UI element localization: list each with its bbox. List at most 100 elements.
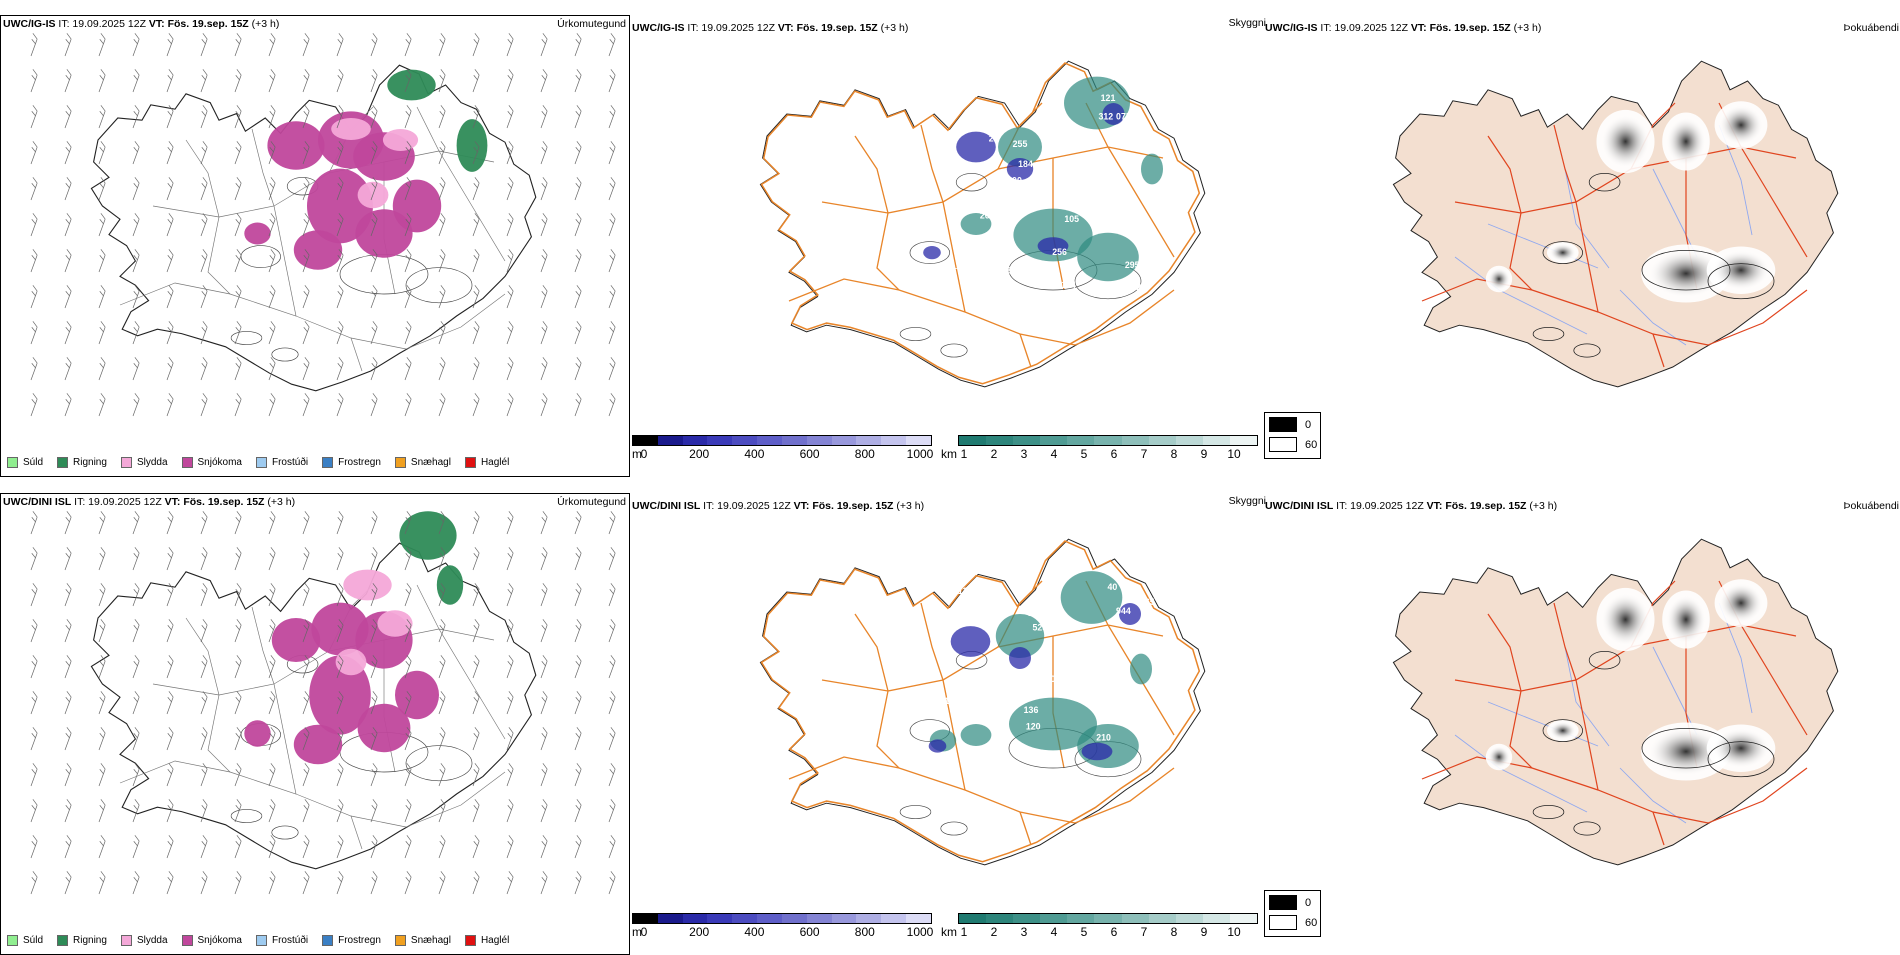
road [416, 106, 440, 152]
road [207, 694, 231, 773]
legend-item: Rigning [57, 935, 107, 946]
legend-swatch [120, 457, 132, 468]
visibility-m-colorbar: 0 200 400 600 800 1000 [632, 435, 933, 461]
ring-road [760, 62, 1201, 385]
rain-area [436, 565, 464, 605]
fog-index-area [1648, 249, 1724, 298]
visibility-km-colorbar: 1 2 3 4 5 6 7 8 9 10 [958, 435, 1258, 461]
legend-label: Snjókoma [197, 457, 242, 468]
visibility-value-label: 38 [1057, 190, 1067, 200]
glacier-outline [230, 809, 263, 823]
snow-area [293, 230, 343, 270]
colorbar-cell [1229, 436, 1258, 445]
fog-index-area [1719, 105, 1763, 145]
visibility-title: Skyggni [1228, 17, 1266, 29]
panel-title: UWC/IG-IS IT: 19.09.2025 12Z VT: Fös. 19… [1265, 22, 1542, 34]
colorbar-tick-label: 5 [1080, 447, 1088, 461]
glacier-outline [271, 347, 299, 362]
road [273, 205, 297, 317]
fog-legend-item: 60 [1269, 437, 1317, 452]
fog-index-area [1601, 115, 1650, 168]
visibility-value-label: 15 [892, 707, 902, 717]
visibility-value-label: 24 [1028, 608, 1038, 618]
legend-item: Haglél [464, 457, 509, 468]
colorbar-cell [906, 914, 931, 923]
visibility-value-label: 075 [1116, 112, 1131, 122]
colorbar-cell [1040, 914, 1068, 923]
visibility-map: 12 21 255 180 184 100 960 38 26 105 256 118 34 118 134… [759, 60, 1206, 388]
colorbar-cell [1148, 436, 1176, 445]
visibility-value-label: 210 [1096, 733, 1111, 743]
visibility-value-label: 184 [1018, 159, 1033, 169]
road [1575, 679, 1599, 791]
colorbar-tick-label: 5 [1080, 925, 1088, 939]
colorbar-tick-label: 3 [1020, 447, 1028, 461]
snow-area [311, 602, 369, 656]
colorbar-tick-label: 200 [689, 925, 710, 939]
visibility-title: Skyggni [1228, 495, 1266, 507]
legend-label: Frostregn [338, 935, 381, 946]
legend-swatch [394, 457, 406, 468]
visibility-value-label: 21 [989, 134, 999, 144]
colorbar-tick-label: 9 [1200, 925, 1208, 939]
visibility-m-area [1102, 103, 1125, 125]
road [876, 690, 900, 769]
fog-legend-swatch [1269, 417, 1297, 432]
colorbar-cell [959, 436, 987, 445]
colorbar-tick-label: 6 [1110, 447, 1118, 461]
colorbar-cell [986, 914, 1014, 923]
colorbar-cell [633, 914, 658, 923]
sleet-area [377, 610, 413, 637]
panel-title: UWC/IG-IS IT: 19.09.2025 12Z VT: Fös. 19… [632, 22, 909, 34]
fog-legend-swatch [1269, 437, 1297, 452]
colorbar-cell [1148, 914, 1176, 923]
visibility-value-label: 207 [1016, 584, 1031, 594]
legend-item: Súld [7, 457, 43, 468]
visibility-km-area [998, 127, 1042, 167]
colorbar-cell [831, 914, 857, 923]
road [1740, 624, 1808, 736]
fog-index-area [1666, 595, 1706, 644]
legend-swatch [181, 935, 193, 946]
precip-type-title: Úrkomutegund [557, 496, 626, 508]
fog-index-area [1648, 727, 1724, 776]
glacier-outline [405, 267, 473, 304]
visibility-value-label: 40 [1131, 110, 1141, 120]
colorbar-tick-label: 4 [1050, 925, 1058, 939]
snow-area [307, 168, 373, 244]
visibility-value-label: 149 [944, 696, 959, 706]
colorbar-tick-label: 600 [799, 447, 820, 461]
legend-swatch [322, 457, 334, 468]
glacier-outline [1588, 173, 1621, 192]
rain-area [387, 69, 436, 101]
road [854, 613, 889, 692]
legend-item: Haglél [464, 935, 509, 946]
snow-area [395, 670, 439, 720]
visibility-m-area [1006, 158, 1034, 180]
road [1487, 613, 1522, 692]
glacier-outline [230, 331, 263, 345]
glacier-outline [240, 245, 281, 268]
legend-item: Frostregn [322, 457, 381, 468]
glacier-outline [899, 327, 932, 341]
visibility-value-label: 85 [1048, 608, 1058, 618]
precip-legend: Súld Rigning Slydda Snjókoma Frostúði Frostre… [7, 457, 509, 468]
visibility-value-label: 312 [1098, 112, 1113, 122]
colorbar-tick-label: 800 [854, 447, 875, 461]
legend-item: Frostúði [255, 935, 308, 946]
legend-item: Snæhagl [394, 935, 451, 946]
legend-label: Frostregn [338, 457, 381, 468]
colorbar-cell [881, 914, 907, 923]
road [251, 128, 275, 207]
visibility-value-label: 40 [1108, 582, 1118, 592]
colorbar-tick-label: 10 [1227, 925, 1241, 939]
snow-area [357, 703, 411, 753]
fog-index-area [1712, 250, 1770, 290]
visibility-km-area [1013, 208, 1093, 262]
unit-m: m [632, 447, 642, 461]
colorbar-tick-label: 1 [960, 447, 968, 461]
road [1652, 811, 1665, 846]
visibility-value-label: 255 [1013, 139, 1028, 149]
visibility-m-area [923, 246, 941, 260]
glacier-outline [955, 173, 988, 192]
